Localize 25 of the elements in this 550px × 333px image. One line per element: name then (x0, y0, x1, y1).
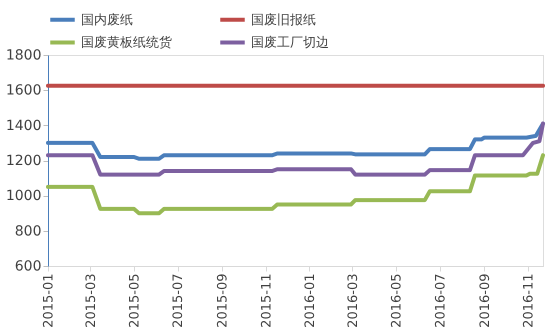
legend-label: 国废旧报纸 (251, 12, 316, 28)
x-tick-label: 2016-07 (433, 274, 448, 328)
legend-label: 国内废纸 (81, 12, 133, 28)
line-series (46, 122, 545, 177)
x-tick-label: 2015-09 (216, 274, 231, 328)
x-tick-label: 2015-01 (42, 274, 56, 328)
x-tick-label: 2016-09 (478, 274, 493, 328)
x-tick-label: 2015-05 (127, 274, 142, 328)
x-tick-label: 2016-01 (302, 274, 318, 328)
y-tick-label: 1600 (6, 82, 42, 99)
legend-label: 国废黄板纸统货 (81, 36, 172, 50)
legend-label: 国废工厂切边 (251, 36, 329, 50)
y-tick-label: 1000 (6, 188, 42, 204)
y-tick-label: 600 (14, 258, 42, 274)
x-tick-label: 2015-07 (171, 274, 186, 328)
line-series (46, 153, 545, 216)
y-tick-label: 1200 (6, 153, 42, 169)
x-tick-label: 2016-05 (390, 274, 405, 328)
y-tick-label: 1800 (6, 48, 42, 64)
y-tick-label: 1400 (6, 118, 42, 134)
x-tick-label: 2015-03 (84, 274, 99, 328)
x-tick-label: 2015-11 (259, 274, 274, 328)
x-tick-label: 2016-03 (346, 274, 361, 328)
y-tick-label: 800 (14, 223, 42, 240)
x-tick-label: 2016-11 (521, 274, 536, 328)
